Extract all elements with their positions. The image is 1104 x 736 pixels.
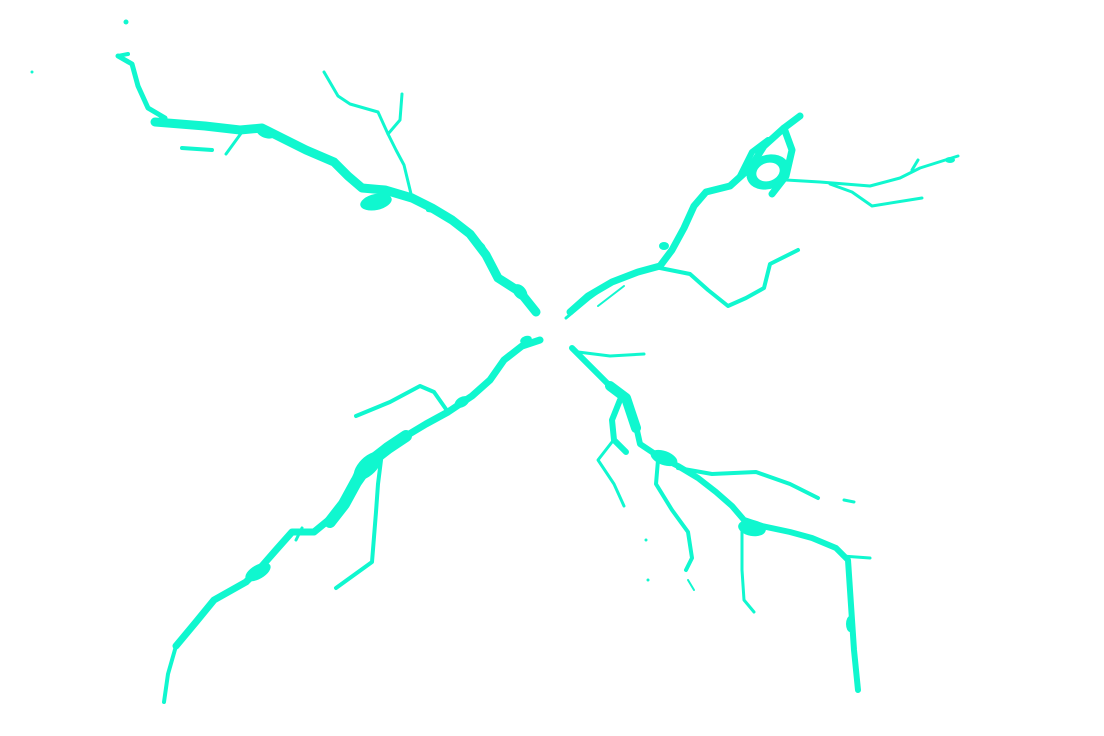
crack-branch-upper-right	[564, 112, 960, 320]
crack-branch-lower-right	[569, 345, 872, 693]
crack-branch-lower-left	[162, 335, 544, 704]
crack-branch-upper-left	[30, 19, 541, 317]
